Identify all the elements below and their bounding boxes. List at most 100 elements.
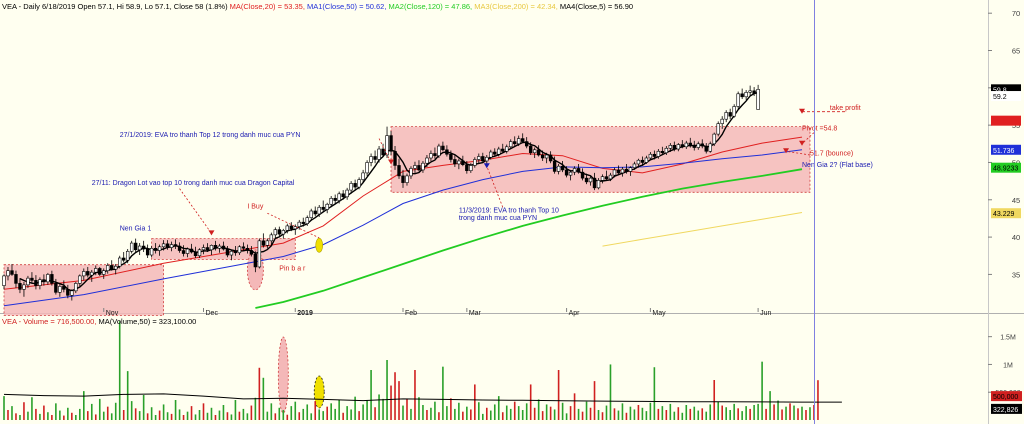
candle-body [684,142,688,148]
candle-body [261,240,266,246]
candle-body [18,283,22,290]
candle-body [716,123,720,135]
volume-bar [797,408,799,420]
price-tag-box [991,208,1021,219]
volume-bar [446,406,448,420]
candle-body [664,147,669,154]
candle-body [70,290,74,296]
ma-line-3 [602,212,803,247]
volume-bar [541,411,544,420]
candle-body [34,280,38,286]
annotation-arrowhead [388,159,395,165]
volume-bar [83,391,85,420]
volume-buy-ellipse [313,375,325,409]
annotation-text: I Buy [247,204,263,211]
volume-bar [218,410,221,420]
volume-bar [609,364,612,420]
volume-bar [641,407,644,420]
volume-bar [665,410,668,420]
price-tag-text: 59.8 [993,87,1007,94]
candle-body [145,248,150,256]
candle-body [133,242,138,251]
candle-body [572,168,577,173]
candle-body [317,206,321,215]
volume-bar [525,403,528,420]
candle-body [656,150,661,157]
candle-body [289,225,293,230]
candle-body [560,165,565,171]
candle-body [277,229,282,235]
candle-body [584,177,589,183]
volume-bar [689,408,692,420]
candle-body [544,154,549,159]
candle-body [628,167,633,172]
candle-body [209,245,214,251]
candle-body [50,274,54,284]
volume-bar [438,412,440,420]
volume-bar [777,400,779,420]
candle-body [441,145,445,151]
vol-tag-box [991,403,1022,414]
price-tag-box [991,84,1021,95]
volume-bar [258,367,261,420]
candle-body [700,143,704,147]
volume-bar [114,402,117,420]
volume-bar [254,397,257,420]
volume-bar [737,408,739,420]
volume-bar [150,407,153,420]
volume-bar [426,410,428,420]
candle-body [54,283,58,293]
candle-body [177,245,182,251]
volume-bar [118,321,121,420]
candle-body [556,165,561,172]
volume-bar [557,370,560,420]
volume-bar [613,408,616,420]
volume-bar [51,415,53,420]
candle-body [417,165,421,171]
volume-bar [553,409,556,420]
candle-body [353,183,357,188]
volume-bar [202,403,205,420]
volume-bar [482,413,484,420]
candle-body [385,135,389,156]
volume-bar [342,412,344,420]
volume-bar [110,413,113,420]
volume-bar [362,404,364,420]
volume-bar [134,408,137,420]
volume-bar [226,412,229,420]
candle-body [632,163,637,168]
volume-bar [418,397,420,420]
volume-bar [67,407,69,420]
header-ma120: MA2(Close,120) = 47.86, [388,2,473,11]
volume-bar [729,410,731,420]
volume-bar [174,400,177,420]
candle-body [213,245,218,249]
annotation-arrowhead [799,140,805,146]
annotation-text: take profit [830,105,861,112]
volume-bar [55,403,57,420]
volume-bar [79,408,81,420]
candle-body [668,144,673,149]
vol-tag-text: 500,000 [993,394,1018,401]
volume-bar [346,406,348,420]
candle-body [201,247,206,251]
volume-bar [238,411,241,420]
header-ma20: MA(Close,20) = 53.35, [229,2,305,11]
volume-bar [585,401,588,420]
volume-bar [214,415,217,420]
volume-bar [633,409,636,420]
candle-body [413,165,417,169]
candle-body [692,144,696,148]
volume-bar [43,405,45,420]
candle-body [165,243,170,248]
volume-header: VEA - Volume = 716,500.00, MA(Volume,50)… [2,317,196,326]
volume-bar [501,412,504,420]
candle-body [576,168,581,173]
volume-bar [801,406,803,420]
candle-body [720,118,724,124]
x-tick-label: 2019 [297,310,313,317]
volume-bar [286,414,289,420]
volume-bar [701,408,704,420]
candle-body [644,157,649,163]
volume-bar [394,372,396,420]
